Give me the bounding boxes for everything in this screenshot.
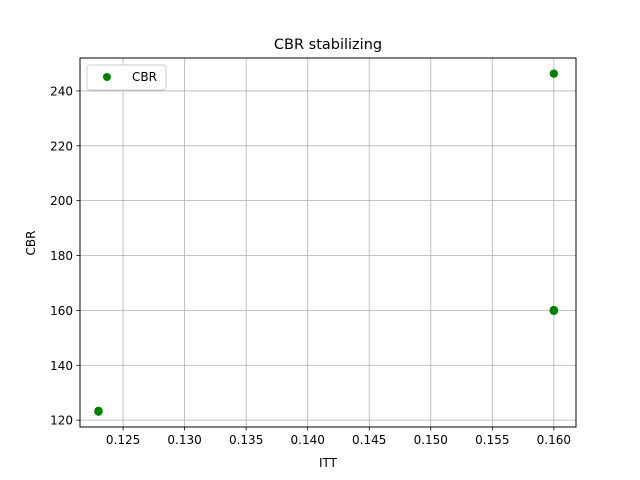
x-tick-label: 0.140 xyxy=(291,433,325,447)
x-tick-label: 0.160 xyxy=(537,433,571,447)
y-tick-label: 240 xyxy=(50,84,73,98)
x-tick-label: 0.155 xyxy=(475,433,509,447)
x-tick-label: 0.125 xyxy=(106,433,140,447)
legend-marker xyxy=(103,73,111,81)
y-tick-label: 220 xyxy=(50,139,73,153)
y-tick-label: 200 xyxy=(50,194,73,208)
legend: CBR xyxy=(86,64,167,91)
legend-label: CBR xyxy=(132,70,157,84)
data-points xyxy=(94,69,559,416)
y-tick-label: 180 xyxy=(50,249,73,263)
y-tick-label: 120 xyxy=(50,414,73,428)
grid-lines xyxy=(80,58,576,427)
data-point xyxy=(549,69,559,78)
y-axis-label: CBR xyxy=(24,231,38,256)
x-axis-ticks: 0.125 0.130 0.135 0.140 0.145 0.150 0.155 0.160 xyxy=(106,427,571,447)
plot-area-frame xyxy=(79,57,577,428)
chart-title: CBR stabilizing xyxy=(274,37,382,53)
y-tick-label: 140 xyxy=(50,359,73,373)
data-point xyxy=(549,305,559,315)
x-tick-label: 0.135 xyxy=(229,433,263,447)
x-axis-label: ITT xyxy=(319,456,338,470)
x-tick-label: 0.145 xyxy=(352,433,386,447)
y-tick-label: 160 xyxy=(50,304,73,318)
y-axis-ticks: 120 140 160 180 200 220 240 xyxy=(50,84,80,428)
legend-box xyxy=(86,64,167,91)
x-tick-label: 0.150 xyxy=(414,433,448,447)
x-tick-label: 0.130 xyxy=(167,433,201,447)
data-point xyxy=(94,407,103,416)
